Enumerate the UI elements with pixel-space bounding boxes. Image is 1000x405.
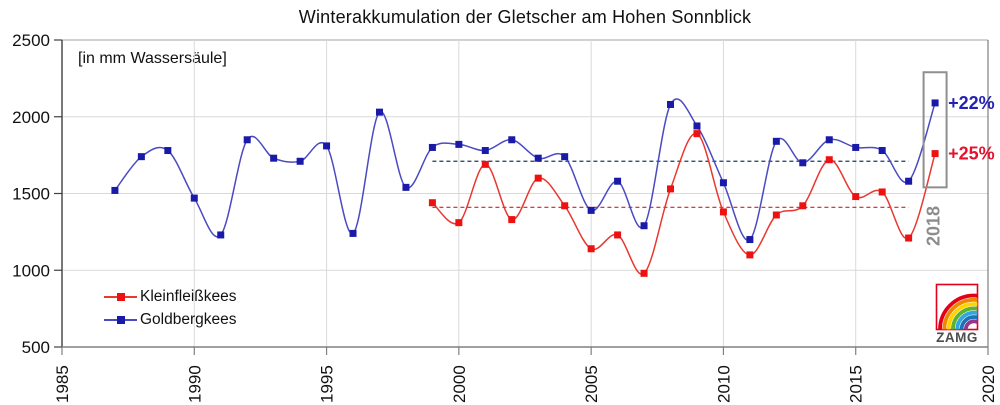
rainbow-icon: [938, 293, 978, 330]
data-point-goldbergkees-2000: [455, 140, 463, 148]
data-point-goldbergkees-2015: [852, 143, 860, 151]
data-point-kleinfleißkees-2015: [852, 193, 860, 201]
data-point-goldbergkees-1999: [428, 143, 436, 151]
data-point-goldbergkees-2011: [746, 236, 754, 244]
data-point-goldbergkees-2018: [931, 99, 939, 107]
x-tick-label-1985: 1985: [53, 365, 72, 403]
y-tick-label-2000: 2000: [12, 108, 50, 127]
rainbow-band-3: [951, 306, 978, 330]
data-point-goldbergkees-2009: [693, 122, 701, 130]
rainbow-band-2: [946, 302, 978, 330]
x-tick-label-2020: 2020: [979, 365, 998, 403]
data-point-kleinfleißkees-2014: [825, 156, 833, 164]
y-tick-label-1000: 1000: [12, 261, 50, 280]
annotation-25pct: +25%: [948, 144, 995, 164]
legend-item-kleinfleisskees: Kleinfleißkees: [104, 285, 237, 308]
x-tick-label-2005: 2005: [582, 365, 601, 403]
zamg-logo: ZAMG: [935, 283, 979, 345]
data-point-kleinfleißkees-2000: [455, 219, 463, 227]
x-tick-label-2015: 2015: [847, 365, 866, 403]
data-point-goldbergkees-1998: [402, 183, 410, 191]
zamg-logo-text: ZAMG: [936, 330, 978, 345]
rainbow-band-6: [963, 319, 978, 330]
y-tick-label-2500: 2500: [12, 31, 50, 50]
data-point-goldbergkees-2013: [799, 159, 807, 167]
data-point-kleinfleißkees-2006: [614, 231, 622, 239]
data-point-kleinfleißkees-2001: [481, 160, 489, 168]
data-point-goldbergkees-2004: [561, 153, 569, 161]
data-point-goldbergkees-2007: [640, 222, 648, 230]
data-point-kleinfleißkees-2002: [508, 216, 516, 224]
data-point-kleinfleißkees-2003: [534, 174, 542, 182]
data-point-kleinfleißkees-2016: [878, 188, 886, 196]
rainbow-band-1: [942, 297, 978, 330]
data-point-goldbergkees-2002: [508, 136, 516, 144]
data-point-goldbergkees-2016: [878, 147, 886, 155]
legend: Kleinfleißkees Goldbergkees: [104, 285, 237, 331]
data-point-goldbergkees-2001: [481, 147, 489, 155]
data-point-kleinfleißkees-2009: [693, 130, 701, 138]
data-point-goldbergkees-1995: [323, 142, 331, 150]
data-point-kleinfleißkees-2012: [772, 211, 780, 219]
legend-item-goldbergkees: Goldbergkees: [104, 308, 237, 331]
y-tick-label-500: 500: [22, 338, 50, 357]
rainbow-band-5: [959, 315, 978, 330]
data-point-goldbergkees-1988: [137, 153, 145, 161]
unit-note-label: [in mm Wassersäule]: [78, 50, 227, 67]
data-point-goldbergkees-1987: [111, 186, 119, 194]
legend-key-blue: [104, 315, 137, 325]
data-point-kleinfleißkees-2008: [667, 185, 675, 193]
data-point-goldbergkees-1991: [217, 231, 225, 239]
data-point-kleinfleißkees-2013: [799, 202, 807, 210]
data-point-goldbergkees-2003: [534, 154, 542, 162]
legend-label-goldbergkees: Goldbergkees: [140, 310, 237, 328]
series-line-goldbergkees: [114, 98, 936, 241]
legend-label-kleinfleisskees: Kleinfleißkees: [140, 287, 237, 305]
legend-marker-blue: [117, 315, 125, 324]
legend-marker-red: [117, 292, 125, 301]
data-point-kleinfleißkees-1999: [428, 199, 436, 207]
data-point-goldbergkees-1993: [270, 154, 278, 162]
legend-key-red: [104, 292, 137, 302]
data-point-goldbergkees-1997: [375, 108, 383, 116]
data-point-kleinfleißkees-2007: [640, 269, 648, 277]
data-point-kleinfleißkees-2005: [587, 245, 595, 253]
highlight-year-label: 2018: [924, 206, 944, 246]
data-point-goldbergkees-1996: [349, 229, 357, 237]
x-tick-label-1995: 1995: [318, 365, 337, 403]
series-line-kleinfleißkees: [431, 132, 936, 275]
data-point-goldbergkees-2014: [825, 136, 833, 144]
data-point-goldbergkees-2005: [587, 206, 595, 214]
highlight-box-2018: [922, 71, 948, 189]
data-point-goldbergkees-2017: [905, 177, 913, 185]
data-point-kleinfleißkees-2011: [746, 251, 754, 259]
annotation-22pct: +22%: [948, 93, 995, 113]
chart-title: Winterakkumulation der Gletscher am Hohe…: [298, 7, 752, 27]
y-tick-label-1500: 1500: [12, 185, 50, 204]
data-point-goldbergkees-2006: [614, 177, 622, 185]
data-point-goldbergkees-1992: [243, 136, 251, 144]
data-point-kleinfleißkees-2010: [719, 208, 727, 216]
x-tick-label-1990: 1990: [185, 365, 204, 403]
data-point-kleinfleißkees-2017: [905, 234, 913, 242]
data-point-kleinfleißkees-2004: [561, 202, 569, 210]
data-point-goldbergkees-2010: [719, 179, 727, 187]
data-point-goldbergkees-2008: [667, 100, 675, 108]
x-tick-label-2000: 2000: [450, 365, 469, 403]
x-tick-label-2010: 2010: [714, 365, 733, 403]
data-point-goldbergkees-2012: [772, 137, 780, 145]
rainbow-band-4: [955, 310, 978, 330]
data-point-goldbergkees-1990: [190, 194, 198, 202]
data-point-kleinfleißkees-2018: [931, 150, 939, 158]
data-point-goldbergkees-1989: [164, 147, 172, 155]
data-point-goldbergkees-1994: [296, 157, 304, 165]
rainbow-band-0: [938, 293, 978, 330]
